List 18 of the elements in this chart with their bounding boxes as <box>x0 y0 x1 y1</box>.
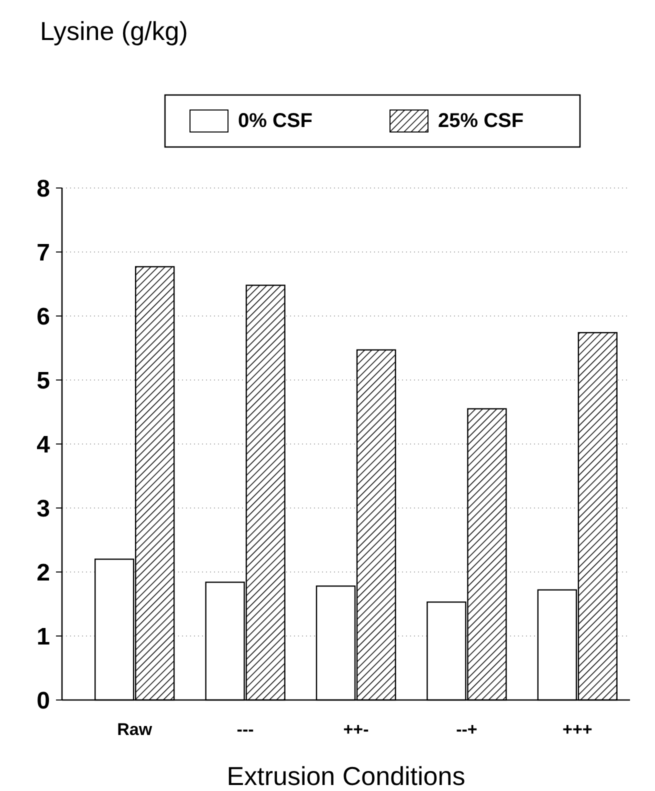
x-tick-label: ++- <box>343 720 369 739</box>
y-tick-label: 4 <box>36 431 51 458</box>
legend-label: 25% CSF <box>438 110 524 132</box>
y-tick-label: 2 <box>36 559 50 586</box>
y-tick-label: 0 <box>36 687 50 714</box>
y-tick-label: 3 <box>36 495 50 522</box>
x-tick-label: --+ <box>456 720 478 739</box>
x-tick-label: +++ <box>562 720 592 739</box>
y-tick-label: 8 <box>36 175 50 202</box>
x-tick-label: --- <box>236 720 254 739</box>
x-tick-label: Raw <box>117 720 153 739</box>
x-axis-title: Extrusion Conditions <box>226 761 466 791</box>
y-tick-label: 1 <box>36 623 50 650</box>
y-axis-title: Lysine (g/kg) <box>40 16 188 46</box>
y-tick-label: 7 <box>36 239 50 266</box>
legend-label: 0% CSF <box>238 110 312 132</box>
y-tick-label: 5 <box>36 367 50 394</box>
y-tick-label: 6 <box>36 303 50 330</box>
